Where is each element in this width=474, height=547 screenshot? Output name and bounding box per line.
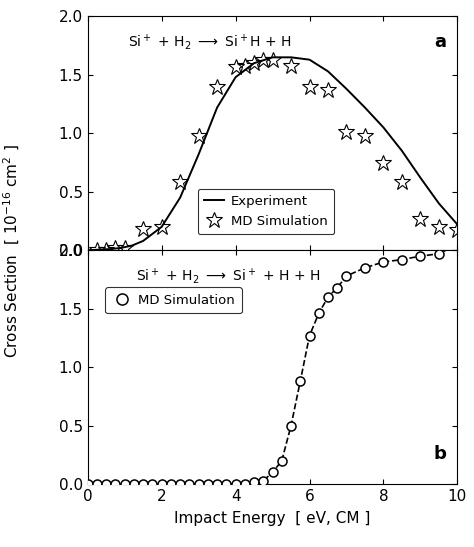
X-axis label: Impact Energy  [ eV, CM ]: Impact Energy [ eV, CM ]	[174, 511, 371, 526]
Text: b: b	[433, 445, 447, 463]
Text: Si$^+$ + H$_2$ $\longrightarrow$ Si$^+$H + H: Si$^+$ + H$_2$ $\longrightarrow$ Si$^+$H…	[128, 33, 292, 53]
Text: a: a	[434, 33, 447, 51]
Legend: Experiment, MD Simulation: Experiment, MD Simulation	[198, 189, 334, 234]
Text: Si$^+$ + H$_2$ $\longrightarrow$ Si$^+$ + H + H: Si$^+$ + H$_2$ $\longrightarrow$ Si$^+$ …	[136, 266, 320, 286]
Text: Cross Section  [ 10$^{-16}$ cm$^2$ ]: Cross Section [ 10$^{-16}$ cm$^2$ ]	[2, 145, 22, 358]
Legend: MD Simulation: MD Simulation	[105, 287, 242, 313]
